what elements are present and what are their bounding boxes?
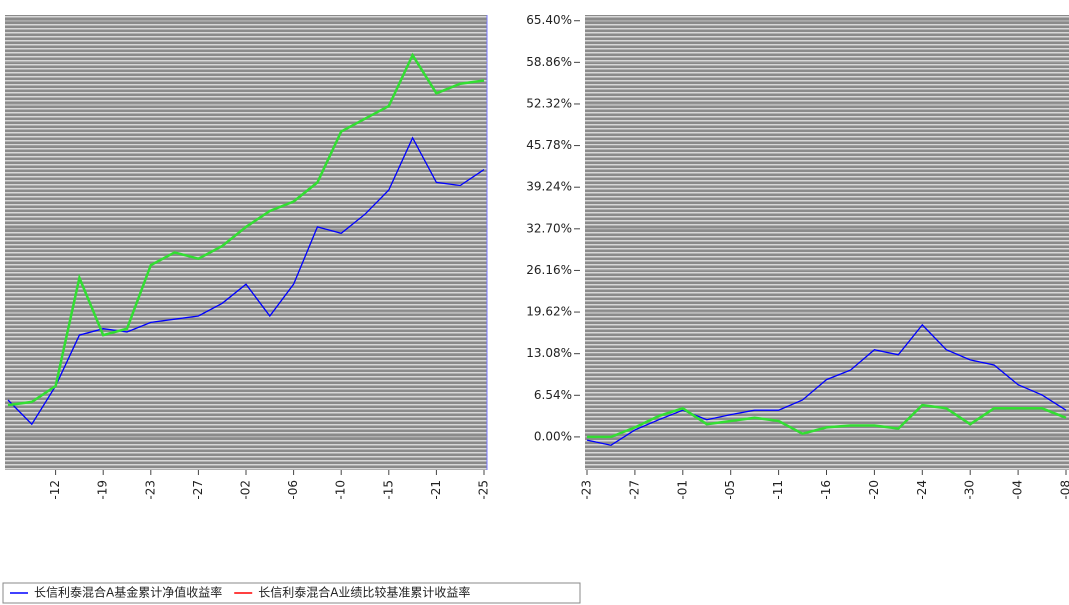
y-tick-label: 45.78% bbox=[526, 138, 572, 152]
x-tick-label: -19 bbox=[96, 480, 110, 500]
y-tick-label: 26.16% bbox=[526, 263, 572, 277]
x-tick-label: -11 bbox=[771, 480, 785, 500]
x-tick-label: -23 bbox=[580, 480, 594, 500]
x-tick-label: -27 bbox=[191, 480, 205, 500]
x-tick-label: -01 bbox=[675, 480, 689, 500]
x-tick-label: -23 bbox=[143, 480, 157, 500]
x-tick-label: -24 bbox=[915, 480, 929, 500]
x-tick-label: -12 bbox=[48, 480, 62, 500]
y-tick-label: 58.86% bbox=[526, 55, 572, 69]
x-tick-label: -06 bbox=[286, 480, 300, 500]
x-tick-label: -10 bbox=[334, 480, 348, 500]
y-tick-label: 13.08% bbox=[526, 346, 572, 360]
y-tick-label: 19.62% bbox=[526, 305, 572, 319]
x-tick-label: -05 bbox=[723, 480, 737, 500]
legend bbox=[2, 582, 581, 604]
legend-label: 长信利泰混合A基金累计净值收益率 bbox=[34, 585, 222, 600]
y-tick-label: 0.00% bbox=[534, 429, 572, 443]
x-tick-label: -16 bbox=[819, 480, 833, 500]
series-line bbox=[7, 52, 485, 407]
x-tick-label: -04 bbox=[1011, 480, 1025, 500]
y-tick-label: 32.70% bbox=[526, 221, 572, 235]
x-tick-label: -25 bbox=[477, 480, 491, 500]
legend-label: 长信利泰混合A业绩比较基准累计收益率 bbox=[258, 585, 470, 600]
x-tick-label: -08 bbox=[1059, 480, 1069, 500]
series-line bbox=[587, 403, 1067, 439]
y-tick-label: 52.32% bbox=[526, 96, 572, 110]
x-tick-label: -21 bbox=[429, 480, 443, 500]
plot-area-left bbox=[5, 15, 487, 470]
x-tick-label: -20 bbox=[867, 480, 881, 500]
x-tick-label: -02 bbox=[239, 480, 253, 500]
y-tick-label: 39.24% bbox=[526, 180, 572, 194]
x-tick-label: -30 bbox=[963, 480, 977, 500]
plot-area-right bbox=[585, 15, 1069, 470]
series-line bbox=[7, 136, 485, 426]
x-tick-label: -27 bbox=[627, 480, 641, 500]
series-line bbox=[586, 323, 1067, 446]
y-tick-label: 65.40% bbox=[526, 13, 572, 27]
y-tick-label: 6.54% bbox=[534, 388, 572, 402]
x-tick-label: -15 bbox=[381, 480, 395, 500]
